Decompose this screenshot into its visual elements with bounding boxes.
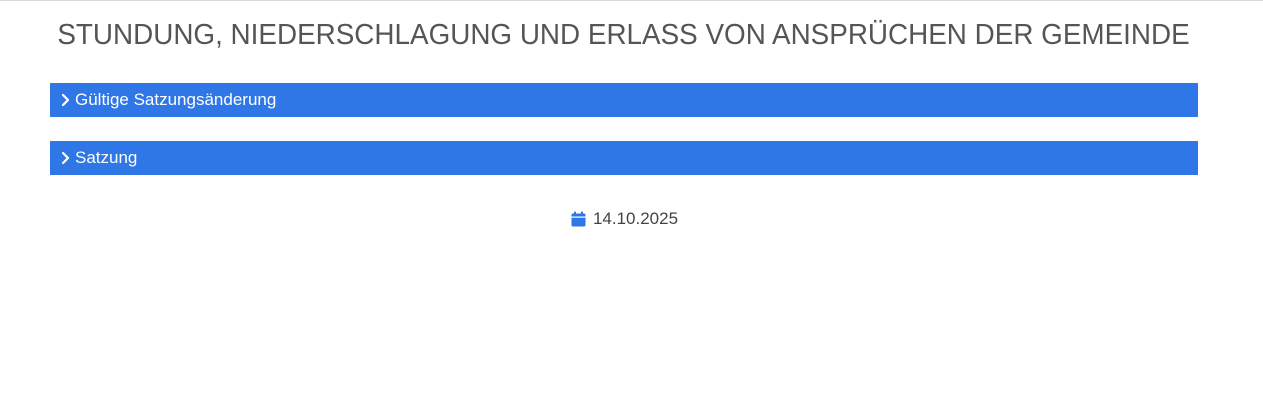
accordion-label: Gültige Satzungsänderung <box>75 90 277 109</box>
chevron-right-icon <box>61 93 71 107</box>
accordion-guelige-satzungsaenderung[interactable]: Gültige Satzungsänderung <box>50 83 1198 117</box>
date-row: 14.10.2025 <box>0 209 1249 229</box>
accordion-label: Satzung <box>75 148 138 167</box>
calendar-icon <box>571 211 586 227</box>
accordion-satzung[interactable]: Satzung <box>50 141 1198 175</box>
page-title: STUNDUNG, NIEDERSCHLAGUNG UND ERLASS VON… <box>57 19 1190 51</box>
published-date: 14.10.2025 <box>592 209 679 228</box>
chevron-right-icon <box>61 151 71 165</box>
